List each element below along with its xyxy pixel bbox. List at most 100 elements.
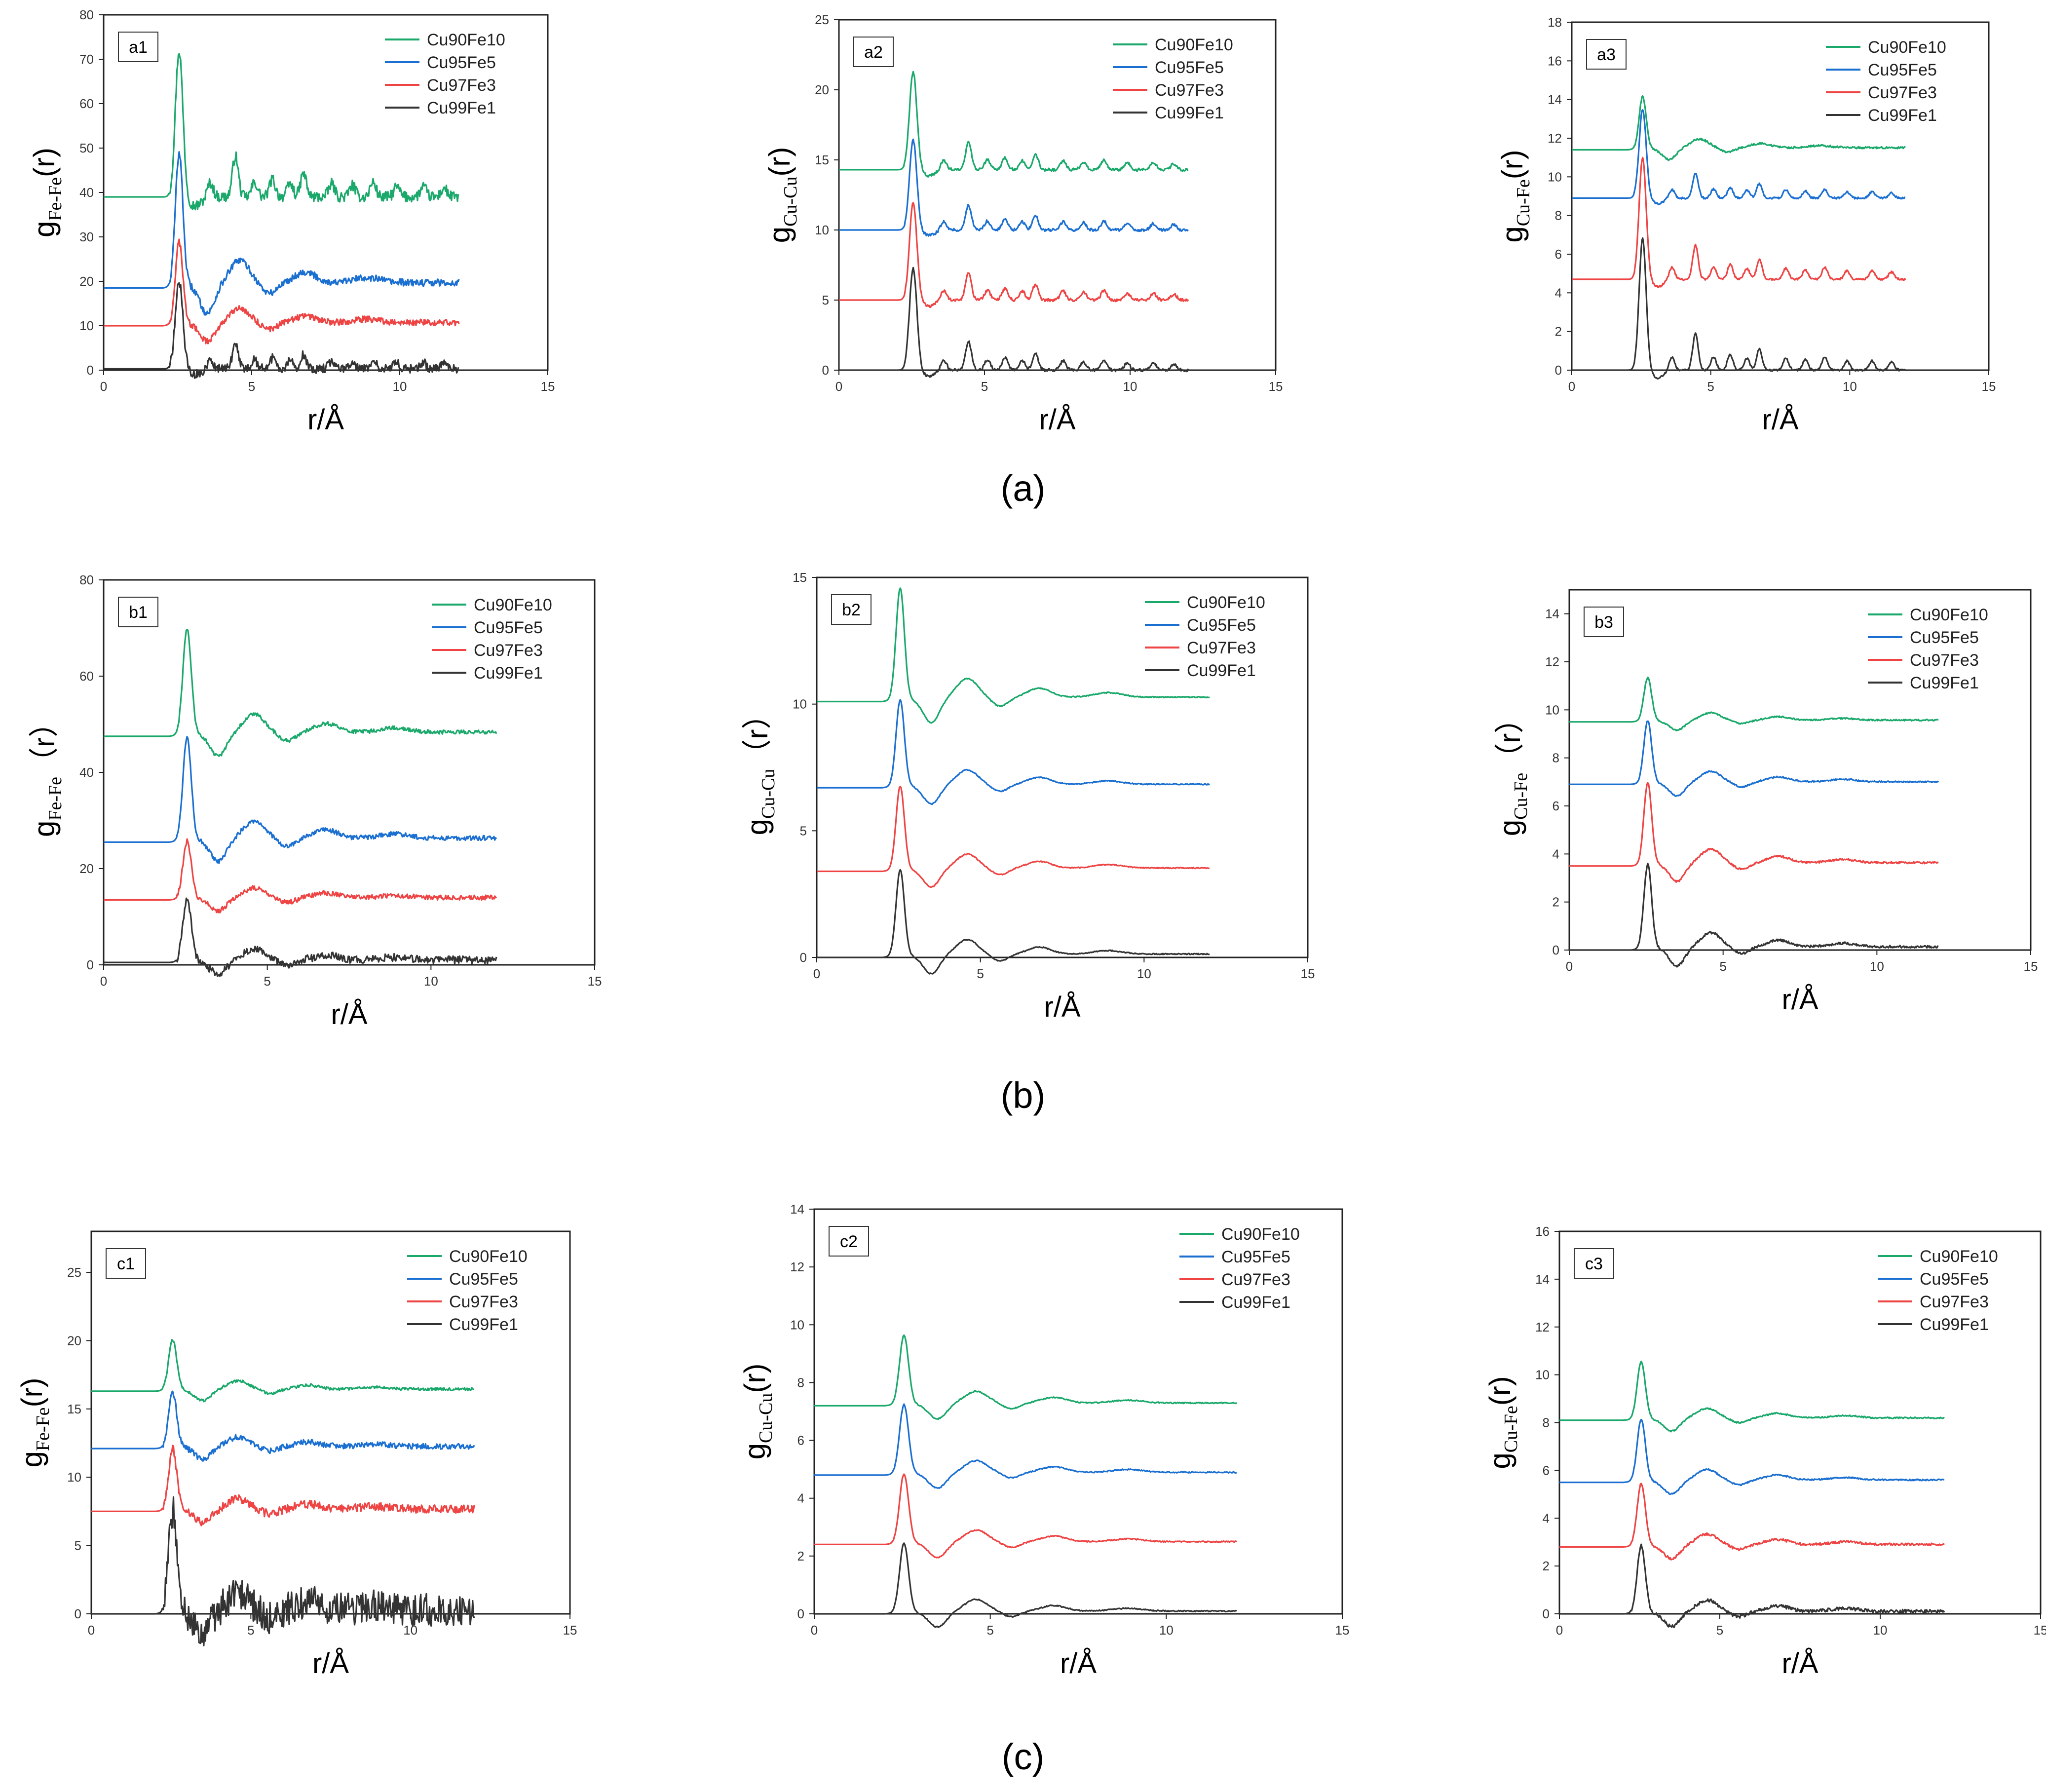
y-axis-label: gFe-Fe（r）: [28, 708, 66, 837]
series-line-Cu90Fe10: [91, 1338, 474, 1403]
chart-a3: 0 5 10 15 0 2 4 6 8 10 12 14 16 18 r/Å gCu-Fe(r) a3 Cu90F…: [1496, 15, 1996, 436]
y-axis-label-tail: (r): [28, 148, 61, 177]
plot-frame: [1568, 589, 2032, 951]
y-axis-label: gCu-Cu(r): [763, 147, 801, 243]
y-tick-label: 12: [790, 1259, 804, 1274]
y-tick-label: 10: [1548, 169, 1562, 184]
y-tick-label: 14: [790, 1202, 804, 1217]
row-caption-c: (c): [1002, 1736, 1044, 1777]
x-tick-label: 15: [1982, 379, 1996, 394]
series-line-Cu99Fe1: [104, 897, 497, 977]
y-tick-label: 0: [800, 950, 807, 965]
x-axis-label: r/Å: [307, 404, 344, 436]
series-line-Cu97Fe3: [838, 202, 1189, 308]
y-axis-label-sub: Cu-Cu: [780, 177, 801, 227]
x-tick-label: 10: [1137, 966, 1151, 981]
legend-label-Cu97Fe3: Cu97Fe3: [1187, 639, 1256, 657]
y-tick-label: 10: [793, 697, 807, 712]
y-axis-label-main: g: [1483, 1452, 1516, 1469]
y-tick-label: 14: [1545, 607, 1559, 621]
legend-label-Cu99Fe1: Cu99Fe1: [449, 1315, 518, 1334]
y-tick-label: 0: [1553, 943, 1559, 957]
panel-label-box: [853, 37, 894, 67]
y-tick-label: 60: [79, 669, 94, 684]
y-tick-label: 20: [79, 861, 94, 876]
y-tick-label: 25: [67, 1265, 81, 1280]
y-axis-label-tail: （r）: [1493, 704, 1526, 773]
panel-label: c1: [117, 1255, 135, 1273]
y-tick-label: 18: [1548, 15, 1562, 30]
y-tick-label: 8: [1543, 1415, 1550, 1430]
y-tick-label: 6: [1555, 247, 1562, 262]
y-tick-label: 10: [790, 1317, 804, 1332]
panel-label: c3: [1585, 1255, 1603, 1273]
legend-label-Cu90Fe10: Cu90Fe10: [1155, 36, 1233, 54]
series-line-Cu95Fe5: [817, 699, 1210, 805]
series-line-Cu90Fe10: [838, 71, 1189, 178]
y-axis-label-main: g: [28, 821, 61, 837]
y-axis-label-sub: Fe-Fe: [33, 1407, 53, 1451]
y-tick-label: 4: [1553, 846, 1559, 861]
x-tick-label: 5: [986, 1623, 993, 1638]
panel-label-box: [118, 32, 158, 62]
series-line-Cu97Fe3: [91, 1445, 475, 1526]
x-tick-label: 0: [835, 379, 842, 394]
series-line-Cu97Fe3: [817, 786, 1210, 888]
series-line-Cu99Fe1: [838, 267, 1189, 378]
x-axis-label: r/Å: [1044, 991, 1080, 1023]
y-tick-label: 6: [1543, 1463, 1550, 1478]
legend-label-Cu99Fe1: Cu99Fe1: [427, 99, 496, 117]
series-line-Cu99Fe1: [1559, 1543, 1945, 1628]
y-axis-label-tail: (r): [1496, 150, 1529, 179]
y-axis-label: gCu-Cu（r）: [741, 700, 779, 836]
legend-label-Cu95Fe5: Cu95Fe5: [449, 1270, 518, 1289]
plot-frame: [816, 576, 1309, 958]
legend-label-Cu99Fe1: Cu99Fe1: [1910, 674, 1979, 692]
series-line-Cu95Fe5: [1569, 720, 1939, 797]
y-axis-label-tail: （r）: [28, 708, 61, 777]
x-tick-label: 15: [1269, 379, 1283, 394]
legend-label-Cu90Fe10: Cu90Fe10: [449, 1247, 528, 1266]
y-tick-label: 40: [79, 185, 94, 200]
y-axis-label-sub: Cu-Cu: [756, 1393, 776, 1443]
chart-a1: 0 5 10 15 0 10 20 30 40 50 60 70 80 r/Å gFe-Fe(r) a1 Cu9…: [28, 7, 555, 436]
y-tick-label: 40: [79, 765, 94, 780]
legend-label-Cu90Fe10: Cu90Fe10: [1920, 1247, 1998, 1266]
x-tick-label: 5: [981, 379, 988, 394]
y-tick-label: 0: [822, 363, 829, 378]
y-axis-label-main: g: [1493, 820, 1526, 836]
legend-label-Cu97Fe3: Cu97Fe3: [474, 641, 543, 660]
y-tick-label: 0: [87, 957, 94, 972]
y-tick-label: 8: [1555, 208, 1562, 223]
x-tick-label: 10: [1870, 959, 1884, 974]
y-axis-label-sub: Cu-Cu: [758, 769, 779, 819]
series-line-Cu99Fe1: [1569, 863, 1939, 968]
series-line-Cu95Fe5: [1571, 109, 1906, 205]
y-tick-label: 8: [1553, 751, 1559, 765]
y-tick-label: 20: [67, 1333, 81, 1348]
x-tick-label: 15: [588, 974, 602, 989]
y-axis-label: gFe-Fe(r): [15, 1378, 53, 1468]
legend-label-Cu95Fe5: Cu95Fe5: [1920, 1270, 1989, 1289]
legend-label-Cu99Fe1: Cu99Fe1: [1187, 661, 1256, 680]
series-line-Cu90Fe10: [817, 587, 1210, 724]
y-tick-label: 16: [1548, 53, 1562, 68]
y-tick-label: 60: [79, 96, 94, 111]
series-line-Cu95Fe5: [104, 736, 497, 864]
y-tick-label: 15: [67, 1402, 81, 1416]
y-tick-label: 4: [797, 1491, 804, 1506]
x-tick-label: 15: [563, 1623, 577, 1638]
y-tick-label: 16: [1535, 1224, 1550, 1239]
legend-label-Cu97Fe3: Cu97Fe3: [1920, 1293, 1989, 1311]
y-axis-label-main: g: [741, 819, 774, 835]
x-tick-label: 0: [811, 1623, 818, 1638]
y-tick-label: 20: [79, 274, 94, 289]
plot-frame: [1571, 21, 1990, 371]
x-tick-label: 5: [264, 974, 270, 989]
panel-label-box: [106, 1248, 146, 1279]
x-axis-label: r/Å: [331, 998, 367, 1030]
legend-label-Cu90Fe10: Cu90Fe10: [474, 596, 552, 614]
legend-label-Cu95Fe5: Cu95Fe5: [474, 618, 543, 637]
chart-c1: 0 5 10 15 0 5 10 15 20 25 r/Å gFe-Fe(r) c1 Cu90Fe10 Cu…: [15, 1230, 577, 1679]
